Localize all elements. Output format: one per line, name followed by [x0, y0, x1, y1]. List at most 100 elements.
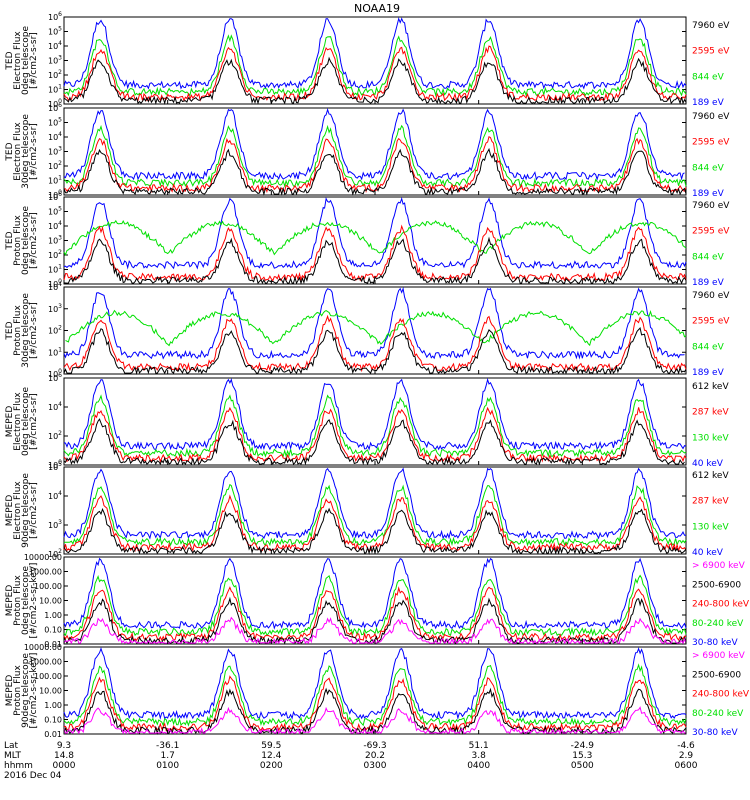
xtick-mlt: 20.2	[365, 751, 385, 761]
legend-entry: 7960 eV	[692, 21, 730, 31]
panel-ylabel: [#/cm2-s-sr]	[29, 212, 39, 269]
ytick-label: 100	[48, 278, 62, 289]
xtick-hhmm: 0000	[53, 761, 76, 771]
xtick-mlt: 1.7	[161, 751, 175, 761]
series-black	[63, 147, 687, 197]
series-blue	[63, 286, 685, 360]
legend-entry: 189 eV	[692, 278, 725, 288]
series-green	[65, 309, 687, 347]
ytick-label: 106	[48, 11, 62, 22]
panel-ylabel: MEPED	[5, 675, 15, 707]
panel-ylabel: TED	[5, 51, 15, 70]
panel-ylabel: [#/cm2-s-sr-keV]	[29, 653, 39, 729]
legend-entry: 2500-6900	[692, 580, 741, 590]
panel-frame	[63, 196, 687, 285]
panel-ylabel: 0deg telescope	[21, 566, 31, 636]
panel-ylabel: [#/cm2-s-sr]	[29, 123, 39, 180]
ytick-label: 1.00	[44, 701, 62, 710]
ytick-label: 101	[48, 84, 62, 95]
panel-ylabel: 90deg telescope	[21, 653, 31, 728]
legend-entry: 7960 eV	[692, 112, 730, 122]
ytick-label: 100	[48, 459, 62, 470]
ytick-label: 105	[48, 206, 62, 217]
ytick-label: 103	[48, 235, 62, 246]
xtick-mlt: 3.8	[472, 751, 487, 761]
panel-ylabel: Electron Flux	[13, 392, 23, 451]
panel-ylabel: MEPED	[5, 406, 15, 438]
ytick-label: 0.10	[44, 716, 62, 725]
series-red	[63, 675, 687, 733]
xtick-hhmm: 0600	[675, 761, 698, 771]
series-black	[63, 236, 687, 285]
page-title: NOAA19	[354, 2, 400, 15]
panel-ylabel: TED	[5, 142, 15, 161]
legend-entry: 2595 eV	[692, 227, 730, 237]
xaxis-row-label: 2016 Dec 04	[4, 771, 62, 781]
ytick-label: 102	[48, 160, 62, 171]
ytick-label: 105	[48, 117, 62, 128]
ytick-label: 100	[48, 368, 62, 379]
legend-entry: 844 eV	[692, 342, 725, 352]
xtick-mlt: 14.8	[54, 751, 74, 761]
panel-ylabel: 0deg telescope	[21, 387, 31, 457]
legend-entry: 130 keV	[692, 433, 729, 443]
xtick-hhmm: 0500	[571, 761, 594, 771]
panel-ylabel: [#/cm2-s-sr]	[29, 393, 39, 450]
legend-entry: 189 eV	[692, 368, 725, 378]
panel-ylabel: [#/cm2-s-sr]	[29, 32, 39, 89]
ytick-label: 1.00	[44, 611, 62, 620]
series-red	[63, 224, 687, 283]
ytick-label: 101	[48, 264, 62, 275]
xtick-lat: -69.3	[363, 741, 386, 751]
ytick-label: 102	[48, 69, 62, 80]
legend-entry: 80-240 keV	[692, 709, 744, 719]
ytick-label: 106	[48, 102, 62, 113]
ytick-label: 100	[48, 189, 62, 200]
panel-ylabel: Electron Flux	[13, 31, 23, 90]
ytick-label: 104	[48, 281, 62, 292]
series-black	[63, 418, 685, 466]
panel-ylabel: Proton Flux	[13, 665, 23, 716]
legend-entry: 844 eV	[692, 252, 725, 262]
ytick-label: 103	[48, 55, 62, 66]
legend-entry: 7960 eV	[692, 201, 730, 211]
legend-entry: 2595 eV	[692, 47, 730, 57]
panel-ylabel: 90deg telescope	[21, 473, 31, 548]
ytick-label: 10000.00	[24, 643, 62, 652]
xtick-hhmm: 0400	[467, 761, 490, 771]
legend-entry: 130 keV	[692, 522, 729, 532]
panel-ylabel: [#/cm2-s-sr]	[29, 302, 39, 359]
ytick-label: 100	[48, 98, 62, 109]
xtick-lat: -24.9	[571, 741, 595, 751]
series-blue	[63, 557, 687, 630]
legend-entry: 30-80 keV	[692, 638, 738, 648]
legend-entry: 40 keV	[692, 459, 724, 469]
xaxis-row-label: Lat	[4, 741, 19, 751]
panel-ylabel: Proton Flux	[13, 575, 23, 626]
series-blue	[63, 647, 687, 720]
ytick-label: 101	[48, 175, 62, 186]
ytick-label: 102	[48, 548, 62, 559]
panel-ylabel: Electron Flux	[13, 122, 23, 181]
legend-entry: 240-800 keV	[692, 690, 750, 700]
series-blue	[63, 467, 686, 540]
panel-ylabel: 0deg telescope	[21, 26, 31, 96]
ytick-label: 0.01	[44, 640, 62, 649]
ytick-label: 100.00	[34, 672, 62, 681]
series-black	[63, 596, 687, 646]
ytick-label: 103	[48, 303, 62, 314]
ytick-label: 0.01	[44, 730, 62, 739]
ytick-label: 1000.00	[29, 568, 62, 577]
panel-ylabel: Proton Flux	[13, 305, 23, 356]
ytick-label: 106	[48, 372, 62, 383]
xtick-hhmm: 0100	[156, 761, 179, 771]
